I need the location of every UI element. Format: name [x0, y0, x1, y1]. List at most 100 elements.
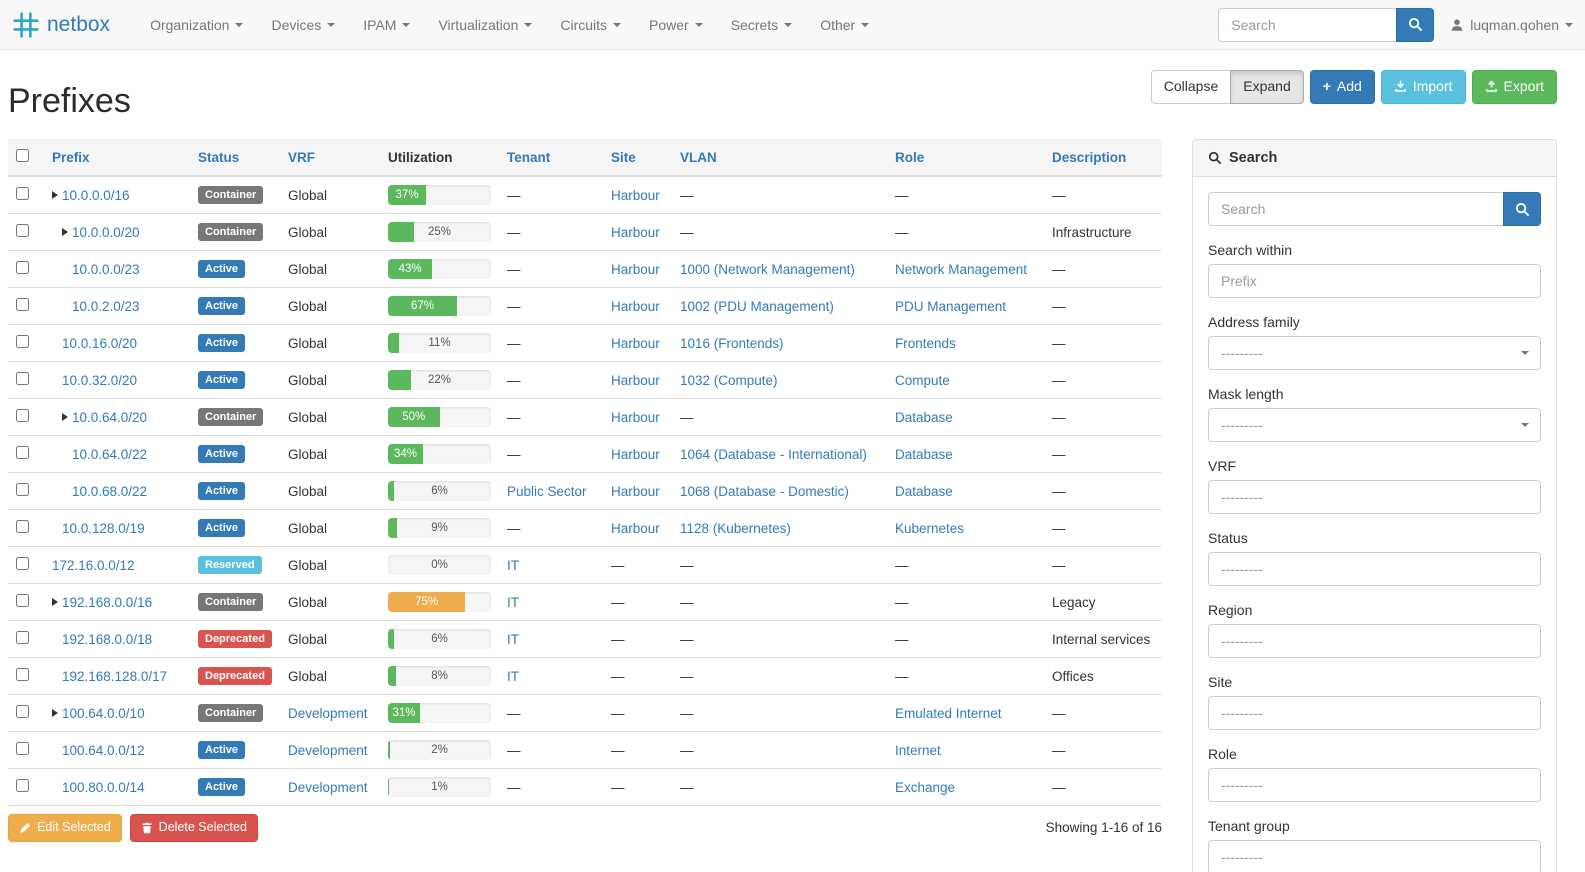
menu-virtualization[interactable]: Virtualization	[424, 0, 546, 49]
tenant-link[interactable]: Public Sector	[507, 483, 587, 499]
filter-select-address-family[interactable]: ---------	[1208, 336, 1541, 370]
search-button[interactable]	[1396, 7, 1435, 42]
vrf-link[interactable]: Development	[288, 705, 368, 721]
vlan-link[interactable]: 1128 (Kubernetes)	[680, 520, 791, 536]
filter-select-role[interactable]: ---------	[1208, 768, 1541, 802]
menu-other[interactable]: Other	[806, 0, 883, 49]
netbox-brand-link[interactable]: netbox	[12, 11, 110, 39]
filter-select-site[interactable]: ---------	[1208, 696, 1541, 730]
row-checkbox[interactable]	[16, 224, 29, 237]
column-header-prefix[interactable]: Prefix	[44, 139, 190, 177]
vlan-link[interactable]: 1016 (Frontends)	[680, 335, 784, 351]
menu-organization[interactable]: Organization	[136, 0, 257, 49]
tenant-link[interactable]: IT	[507, 557, 519, 573]
role-link[interactable]: Frontends	[895, 335, 956, 351]
column-header-link[interactable]: Description	[1052, 149, 1127, 165]
prefix-link[interactable]: 192.168.0.0/18	[62, 631, 153, 647]
filter-select-region[interactable]: ---------	[1208, 624, 1541, 658]
site-link[interactable]: Harbour	[611, 187, 660, 203]
site-link[interactable]: Harbour	[611, 261, 660, 277]
role-link[interactable]: Emulated Internet	[895, 705, 1002, 721]
row-checkbox[interactable]	[16, 631, 29, 644]
site-link[interactable]: Harbour	[611, 372, 660, 388]
row-checkbox[interactable]	[16, 705, 29, 718]
column-header-vrf[interactable]: VRF	[280, 139, 380, 177]
row-checkbox[interactable]	[16, 594, 29, 607]
import-button[interactable]: Import	[1380, 70, 1466, 104]
prefix-link[interactable]: 10.0.128.0/19	[62, 520, 145, 536]
row-checkbox[interactable]	[16, 520, 29, 533]
prefix-link[interactable]: 10.0.64.0/22	[72, 446, 148, 462]
prefix-link[interactable]: 10.0.16.0/20	[62, 335, 138, 351]
row-checkbox[interactable]	[16, 261, 29, 274]
vlan-link[interactable]: 1002 (PDU Management)	[680, 298, 834, 314]
add-button[interactable]: + Add	[1309, 70, 1375, 104]
edit-selected-button[interactable]: Edit Selected	[8, 814, 122, 842]
row-checkbox[interactable]	[16, 668, 29, 681]
site-link[interactable]: Harbour	[611, 520, 660, 536]
prefix-link[interactable]: 10.0.32.0/20	[62, 372, 138, 388]
prefix-link[interactable]: 192.168.0.0/16	[62, 594, 153, 610]
vlan-link[interactable]: 1064 (Database - International)	[680, 446, 867, 462]
tenant-link[interactable]: IT	[507, 668, 519, 684]
role-link[interactable]: Network Management	[895, 261, 1028, 277]
prefix-link[interactable]: 10.0.68.0/22	[72, 483, 148, 499]
collapse-button[interactable]: Collapse	[1150, 70, 1232, 104]
site-link[interactable]: Harbour	[611, 335, 660, 351]
row-checkbox[interactable]	[16, 446, 29, 459]
column-header-link[interactable]: Status	[198, 149, 240, 165]
vlan-link[interactable]: 1032 (Compute)	[680, 372, 778, 388]
column-header-site[interactable]: Site	[603, 139, 672, 177]
site-link[interactable]: Harbour	[611, 409, 660, 425]
vlan-link[interactable]: 1068 (Database - Domestic)	[680, 483, 849, 499]
column-header-vlan[interactable]: VLAN	[672, 139, 887, 177]
tenant-link[interactable]: IT	[507, 594, 519, 610]
role-link[interactable]: Database	[895, 446, 953, 462]
filter-search-input[interactable]	[1208, 192, 1503, 226]
role-link[interactable]: Exchange	[895, 779, 956, 795]
prefix-link[interactable]: 10.0.64.0/20	[72, 409, 148, 425]
row-checkbox[interactable]	[16, 298, 29, 311]
select-all-checkbox[interactable]	[16, 149, 29, 162]
site-link[interactable]: Harbour	[611, 224, 660, 240]
vrf-link[interactable]: Development	[288, 742, 368, 758]
prefix-link[interactable]: 100.80.0.0/14	[62, 779, 145, 795]
row-checkbox[interactable]	[16, 409, 29, 422]
column-header-role[interactable]: Role	[887, 139, 1044, 177]
row-checkbox[interactable]	[16, 187, 29, 200]
search-input[interactable]	[1218, 7, 1397, 42]
prefix-link[interactable]: 100.64.0.0/10	[62, 705, 145, 721]
site-link[interactable]: Harbour	[611, 446, 660, 462]
menu-devices[interactable]: Devices	[257, 0, 349, 49]
column-header-description[interactable]: Description	[1044, 139, 1162, 177]
role-link[interactable]: Kubernetes	[895, 520, 965, 536]
filter-input-search-within[interactable]	[1208, 264, 1541, 298]
column-header-link[interactable]: Site	[611, 149, 636, 165]
prefix-link[interactable]: 192.168.128.0/17	[62, 668, 168, 684]
role-link[interactable]: Database	[895, 483, 953, 499]
vlan-link[interactable]: 1000 (Network Management)	[680, 261, 855, 277]
column-header-link[interactable]: Role	[895, 149, 925, 165]
role-link[interactable]: Internet	[895, 742, 941, 758]
role-link[interactable]: Compute	[895, 372, 950, 388]
menu-power[interactable]: Power	[635, 0, 717, 49]
export-button[interactable]: Export	[1471, 70, 1557, 104]
prefix-link[interactable]: 10.0.0.0/20	[72, 224, 140, 240]
prefix-link[interactable]: 172.16.0.0/12	[52, 557, 135, 573]
menu-secrets[interactable]: Secrets	[717, 0, 806, 49]
site-link[interactable]: Harbour	[611, 298, 660, 314]
expand-button[interactable]: Expand	[1230, 70, 1304, 104]
filter-select-vrf[interactable]: ---------	[1208, 480, 1541, 514]
site-link[interactable]: Harbour	[611, 483, 660, 499]
prefix-link[interactable]: 10.0.0.0/23	[72, 261, 140, 277]
vrf-link[interactable]: Development	[288, 779, 368, 795]
tenant-link[interactable]: IT	[507, 631, 519, 647]
row-checkbox[interactable]	[16, 483, 29, 496]
row-checkbox[interactable]	[16, 557, 29, 570]
column-header-status[interactable]: Status	[190, 139, 280, 177]
role-link[interactable]: PDU Management	[895, 298, 1007, 314]
row-checkbox[interactable]	[16, 779, 29, 792]
filter-select-tenant-group[interactable]: ---------	[1208, 840, 1541, 872]
column-header-link[interactable]: VLAN	[680, 149, 717, 165]
column-header-link[interactable]: VRF	[288, 149, 315, 165]
